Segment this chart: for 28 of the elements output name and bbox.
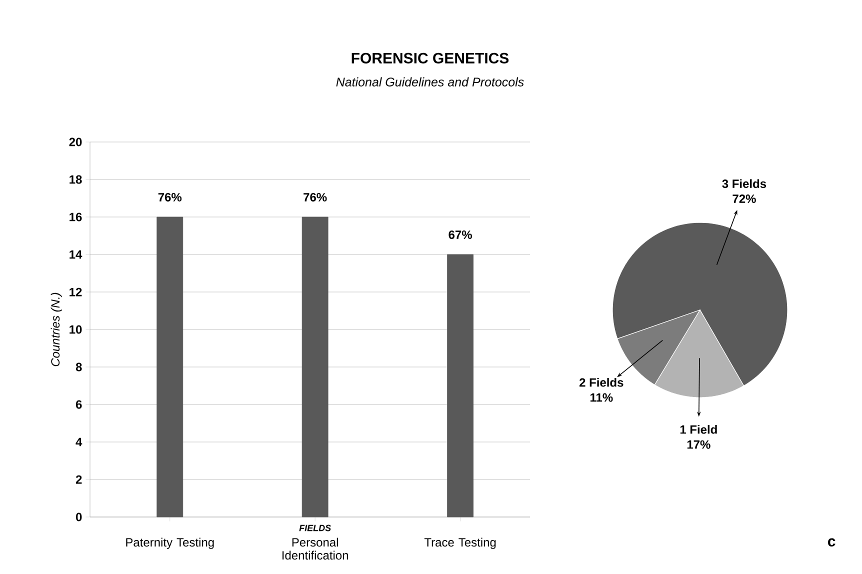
y-tick-label: 4 [76, 438, 82, 446]
y-tick-label: 16 [70, 212, 82, 222]
annotation: 76% [304, 192, 327, 202]
y-axis-title: Countries (N.) [50, 292, 62, 366]
y-tick-label: 10 [70, 325, 82, 334]
chart-subtitle: National Guidelines and Protocols [336, 77, 524, 86]
chart-title: FORENSIC GENETICS [352, 52, 509, 64]
data-label: 17% [687, 440, 710, 449]
slice-label: 3 Fields [722, 179, 766, 188]
y-tick-label: 14 [70, 250, 82, 259]
slice-label: 1 Field [680, 424, 717, 434]
annotation: 67% [448, 230, 472, 239]
x-tick-label: Personal Identification [282, 538, 348, 560]
y-tick-label: 20 [69, 138, 82, 146]
y-tick-label: 18 [70, 175, 82, 184]
x-tick-label: Trace Testing [424, 538, 496, 549]
x-tick-label: Paternity Testing [126, 538, 214, 549]
annotation: 76% [158, 192, 182, 202]
slice-label: 2 Fields [579, 378, 624, 387]
y-tick-label: 12 [70, 288, 82, 296]
y-tick-label: 2 [76, 475, 82, 484]
text: c [828, 538, 836, 547]
y-tick-label: 6 [76, 400, 82, 409]
data-label: 11% [590, 393, 613, 402]
y-tick-label: 0 [76, 512, 82, 522]
data-label: 72% [732, 194, 756, 203]
text: FIELDS [299, 524, 331, 532]
y-tick-label: 8 [76, 362, 82, 372]
